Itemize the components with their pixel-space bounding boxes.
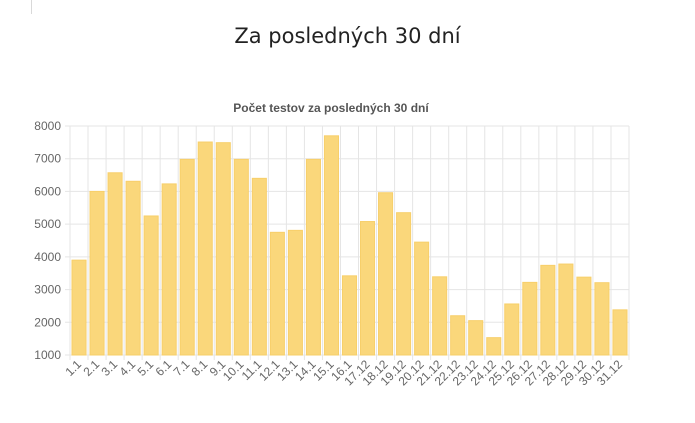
bar[interactable] (558, 263, 574, 356)
y-tick-label: 7000 (34, 152, 61, 166)
bar[interactable] (161, 183, 177, 356)
bar[interactable] (251, 177, 267, 356)
x-axis-ticks: 1.12.13.14.15.16.17.18.19.110.111.112.11… (62, 357, 625, 388)
bar[interactable] (468, 320, 484, 356)
y-tick-label: 2000 (34, 315, 61, 329)
bar[interactable] (378, 192, 394, 356)
bar[interactable] (179, 158, 195, 356)
bar[interactable] (396, 212, 412, 356)
chart-container: Počet testov za posledných 30 dní 1000 20… (0, 90, 695, 420)
y-axis-ticks: 1000 2000 3000 4000 5000 6000 7000 8000 (34, 119, 61, 362)
bar[interactable] (269, 231, 285, 356)
bar[interactable] (522, 281, 538, 356)
page-title: Za posledných 30 dní (234, 24, 461, 48)
y-tick-label: 8000 (34, 119, 61, 133)
bar[interactable] (359, 221, 376, 356)
bar[interactable] (89, 190, 105, 356)
bar[interactable] (323, 135, 340, 356)
bar[interactable] (215, 142, 231, 356)
bar[interactable] (414, 241, 430, 356)
bar[interactable] (125, 180, 141, 356)
bar[interactable] (450, 315, 466, 356)
bar[interactable] (107, 172, 123, 356)
bar[interactable] (612, 309, 628, 356)
bar[interactable] (143, 215, 159, 356)
y-tick-label: 6000 (34, 184, 61, 198)
bar[interactable] (486, 337, 502, 356)
bar[interactable] (197, 141, 213, 356)
bar[interactable] (233, 158, 249, 356)
bar[interactable] (341, 275, 358, 356)
bar[interactable] (576, 276, 592, 356)
grid-layer (65, 125, 630, 360)
bar-chart: Počet testov za posledných 30 dní 1000 20… (34, 101, 630, 388)
y-tick-label: 1000 (34, 348, 61, 362)
bar[interactable] (71, 259, 87, 356)
bar[interactable] (432, 276, 448, 356)
bar[interactable] (540, 264, 556, 356)
bar[interactable] (594, 282, 610, 356)
bar-layer (71, 135, 628, 356)
y-tick-label: 3000 (34, 283, 61, 297)
chart-title: Počet testov za posledných 30 dní (233, 101, 429, 115)
bar[interactable] (305, 158, 321, 356)
bar[interactable] (504, 303, 520, 356)
bar[interactable] (287, 229, 303, 356)
side-divider (31, 0, 32, 14)
y-tick-label: 4000 (34, 250, 61, 264)
y-tick-label: 5000 (34, 217, 61, 231)
